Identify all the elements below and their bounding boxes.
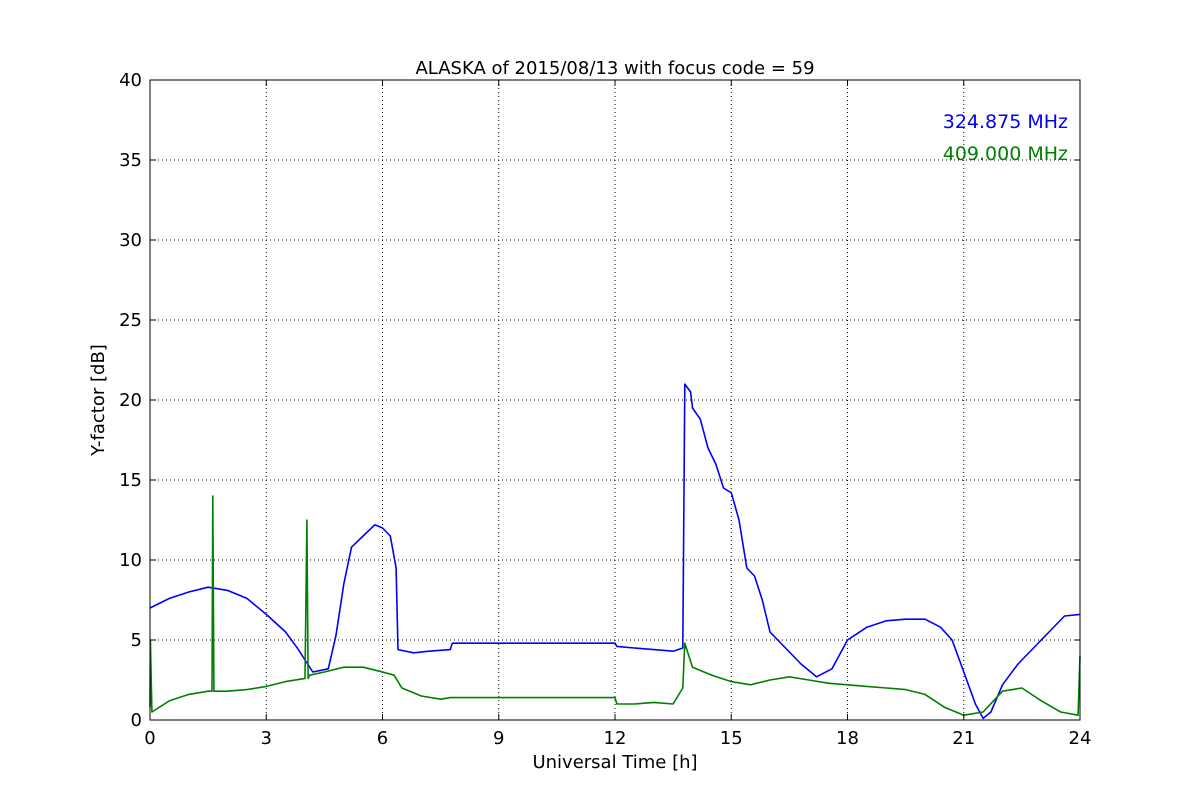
x-tick-label: 24 <box>1069 728 1092 749</box>
series-layer <box>149 383 1081 720</box>
x-tick-label: 0 <box>144 728 155 749</box>
y-tick-label: 10 <box>119 550 142 571</box>
y-tick-label: 40 <box>119 70 142 91</box>
y-tick-label: 0 <box>131 710 142 731</box>
grid-layer <box>150 80 1080 720</box>
x-tick-label: 15 <box>720 728 743 749</box>
y-tick-label: 15 <box>119 470 142 491</box>
chart-title: ALASKA of 2015/08/13 with focus code = 5… <box>415 58 814 79</box>
x-tick-label: 6 <box>377 728 388 749</box>
legend-entry-324-875: 324.875 MHz <box>943 111 1068 133</box>
x-tick-label: 3 <box>261 728 272 749</box>
x-tick-label: 12 <box>604 728 627 749</box>
legend-entry-409-000: 409.000 MHz <box>943 143 1068 165</box>
x-tick-label: 9 <box>493 728 504 749</box>
y-tick-label: 30 <box>119 230 142 251</box>
y-tick-label: 20 <box>119 390 142 411</box>
y-tick-label: 25 <box>119 310 142 331</box>
x-axis-label: Universal Time [h] <box>532 752 697 773</box>
y-tick-label: 5 <box>131 630 142 651</box>
y-axis-label: Y-factor [dB] <box>88 344 109 457</box>
tick-layer: 0 3 6 9 12 15 18 21 24 0 5 10 15 20 25 30 35 40 <box>119 70 1091 749</box>
series-line-409-000-mhz <box>149 495 1081 717</box>
series-line-324-875-mhz <box>149 383 1081 720</box>
x-tick-label: 21 <box>952 728 975 749</box>
x-tick-label: 18 <box>836 728 859 749</box>
y-tick-label: 35 <box>119 150 142 171</box>
